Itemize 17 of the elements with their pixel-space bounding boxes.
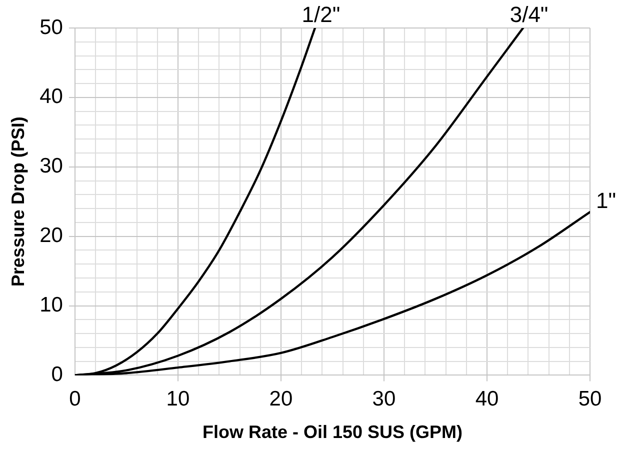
series-label: 1"	[596, 188, 616, 214]
y-tick-label: 30	[40, 154, 63, 178]
x-tick-label: 0	[69, 388, 81, 411]
x-tick-label: 30	[372, 388, 396, 411]
series-label: 3/4"	[510, 2, 548, 28]
y-tick-label: 0	[51, 362, 63, 386]
x-axis-title: Flow Rate - Oil 150 SUS (GPM)	[202, 422, 463, 442]
x-tick-label: 50	[578, 388, 602, 411]
x-tick-label: 40	[475, 388, 499, 411]
x-tick-label: 20	[269, 388, 293, 411]
y-tick-label: 40	[40, 85, 63, 108]
y-tick-label: 10	[40, 294, 63, 317]
series-label: 1/2"	[302, 2, 340, 28]
x-tick-label: 10	[166, 388, 190, 411]
y-axis-title: Pressure Drop (PSI)	[8, 116, 28, 287]
y-tick-label: 50	[40, 16, 63, 39]
y-tick-label: 20	[40, 224, 63, 248]
